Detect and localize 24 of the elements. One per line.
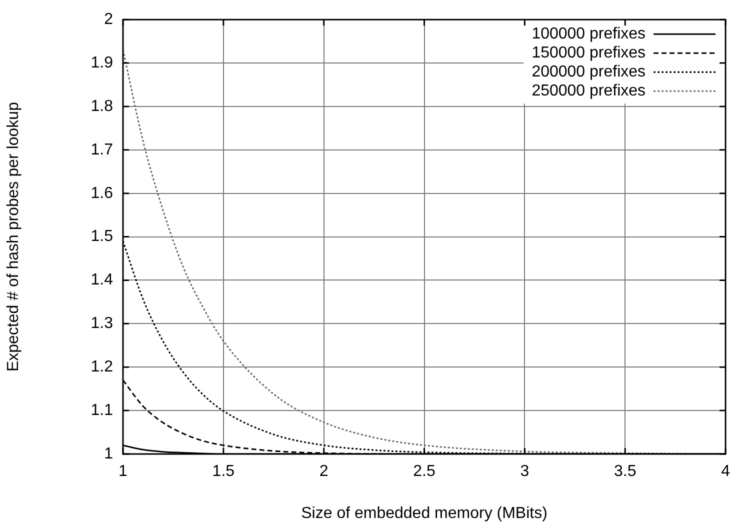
x-tick-label: 4 xyxy=(721,463,730,480)
y-tick-label: 1.6 xyxy=(90,184,114,202)
y-tick-label: 1 xyxy=(104,445,114,462)
x-tick-label: 2 xyxy=(319,463,328,480)
y-tick-label: 1.8 xyxy=(90,98,114,115)
legend-label: 250000 prefixes xyxy=(532,82,646,100)
y-tick-label: 1.5 xyxy=(90,228,114,246)
x-tick-label: 1.5 xyxy=(212,463,235,480)
y-tick-label: 1.4 xyxy=(90,272,114,289)
legend-label: 200000 prefixes xyxy=(532,64,646,81)
y-tick-label: 1.9 xyxy=(90,54,114,72)
x-tick-label: 3.5 xyxy=(614,463,636,480)
y-axis-title: Expected # of hash probes per lookup xyxy=(5,102,22,372)
x-tick-label: 1 xyxy=(118,463,128,480)
y-tick-label: 1.7 xyxy=(90,141,114,158)
legend-label: 100000 prefixes xyxy=(532,26,646,43)
x-tick-label: 3 xyxy=(520,463,530,480)
x-tick-label: 2.5 xyxy=(413,463,436,480)
y-tick-label: 2 xyxy=(104,11,114,28)
y-tick-label: 1.1 xyxy=(90,402,114,419)
y-tick-label: 1.3 xyxy=(90,315,114,332)
y-tick-label: 1.2 xyxy=(90,358,114,376)
x-axis-title: Size of embedded memory (MBits) xyxy=(301,504,548,522)
legend-label: 150000 prefixes xyxy=(532,44,646,62)
